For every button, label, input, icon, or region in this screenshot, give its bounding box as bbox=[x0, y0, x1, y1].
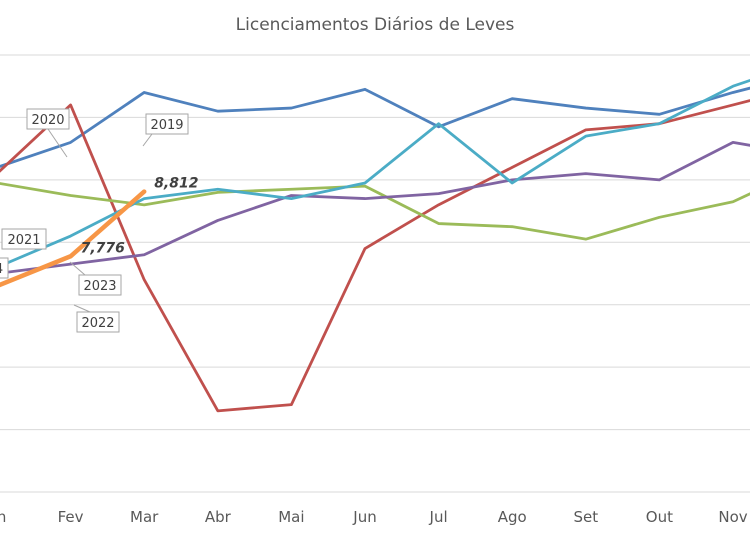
data-point-2023-Jun bbox=[364, 182, 366, 184]
x-tick-label: Mar bbox=[130, 508, 159, 526]
data-point-2021-Set bbox=[585, 238, 587, 240]
data-point-2023-Out bbox=[658, 123, 661, 125]
x-tick-label: Jul bbox=[429, 508, 448, 526]
data-point-2021-Mai bbox=[290, 188, 292, 190]
callout-label-2022: 2022 bbox=[81, 316, 114, 331]
series-line-2019 bbox=[0, 86, 750, 168]
callout-label-4: 4 bbox=[0, 262, 3, 277]
data-point-2022-Jun bbox=[364, 197, 366, 200]
data-label-2024-Fev: 7,776 bbox=[81, 240, 126, 256]
data-point-2023-Ago bbox=[511, 182, 513, 184]
data-point-2021-Abr bbox=[217, 191, 219, 193]
gridlines bbox=[0, 54, 750, 493]
data-point-2019-Fev bbox=[70, 141, 72, 143]
data-point-2020-Fev bbox=[70, 104, 72, 106]
callout-label-2020: 2020 bbox=[31, 113, 64, 128]
data-point-2023-Nov bbox=[732, 85, 734, 87]
series-lines bbox=[0, 78, 750, 413]
data-point-2022-Mar bbox=[143, 254, 145, 256]
callout-box-2019 bbox=[145, 113, 189, 135]
data-point-2021-Fev bbox=[70, 194, 72, 197]
x-tick-label: Ago bbox=[498, 508, 527, 526]
data-point-2021-Out bbox=[658, 216, 661, 218]
x-tick-label: Mai bbox=[278, 508, 304, 526]
data-point-2020-Abr bbox=[217, 410, 219, 412]
callout-label-2019: 2019 bbox=[150, 118, 183, 133]
x-tick-label: Abr bbox=[205, 508, 232, 526]
data-point-2019-Nov bbox=[732, 91, 734, 94]
data-point-2020-Mai bbox=[290, 404, 292, 406]
x-axis-ticks: an Fev Mar Abr Mai Jun Jul Ago Set Out Nov bbox=[0, 508, 748, 526]
callout-leader bbox=[69, 261, 86, 276]
series-callouts: 2020 2019 2021 2023 2022 4 bbox=[0, 108, 189, 333]
x-tick-label: Jun bbox=[352, 508, 376, 526]
data-point-2024-Fev bbox=[70, 255, 72, 257]
data-point-2020-Mar bbox=[143, 279, 145, 281]
data-point-2019-Abr bbox=[217, 110, 219, 112]
chart-title: Licenciamentos Diários de Leves bbox=[236, 15, 515, 35]
data-point-2023-Mai bbox=[290, 197, 292, 200]
data-point-2024-Mar bbox=[143, 190, 145, 193]
data-point-2019-Jul bbox=[438, 126, 440, 128]
data-point-2022-Ago bbox=[511, 179, 513, 181]
data-point-2023-Abr bbox=[217, 188, 219, 190]
data-labels: 7,776 8,812 bbox=[81, 176, 199, 257]
data-point-2019-Set bbox=[585, 107, 587, 109]
x-tick-label: Set bbox=[573, 508, 598, 526]
x-tick-label: Fev bbox=[58, 508, 84, 526]
data-point-2021-Ago bbox=[511, 226, 513, 228]
data-point-2020-Jun bbox=[364, 247, 366, 250]
data-point-2022-Abr bbox=[217, 219, 219, 222]
data-point-2019-Ago bbox=[511, 98, 513, 100]
data-point-2021-Mar bbox=[143, 204, 145, 206]
data-point-2019-Mar bbox=[143, 91, 145, 94]
callout-leader bbox=[47, 128, 68, 158]
data-point-2022-Nov bbox=[732, 141, 734, 143]
data-point-2023-Set bbox=[585, 135, 587, 137]
data-point-2021-Jun bbox=[364, 185, 366, 187]
data-point-2021-Nov bbox=[732, 201, 734, 203]
data-point-2019-Out bbox=[658, 113, 661, 115]
data-point-2022-Out bbox=[658, 179, 661, 181]
callout-box-2022 bbox=[76, 311, 120, 333]
x-tick-label: Nov bbox=[718, 508, 747, 526]
data-point-2020-Jul bbox=[438, 204, 440, 206]
data-point-2019-Mai bbox=[290, 107, 292, 109]
series-line-2023 bbox=[0, 78, 750, 268]
data-point-2019-Jun bbox=[364, 88, 366, 90]
data-point-2020-Ago bbox=[511, 166, 513, 168]
callout-box-2021 bbox=[1, 228, 47, 250]
callout-label-2021: 2021 bbox=[7, 233, 40, 248]
series-line-2022 bbox=[0, 140, 750, 275]
x-tick-label: an bbox=[0, 508, 6, 526]
callout-label-2023: 2023 bbox=[83, 279, 116, 294]
callout-box-4 bbox=[0, 257, 9, 279]
data-point-2021-Jul bbox=[438, 222, 440, 225]
data-point-2022-Fev bbox=[70, 263, 72, 265]
data-point-2020-Nov bbox=[732, 104, 734, 106]
data-point-2023-Fev bbox=[70, 235, 72, 237]
callout-box-2023 bbox=[78, 274, 122, 296]
callout-leader bbox=[142, 133, 153, 147]
data-point-2023-Jul bbox=[438, 123, 440, 125]
data-point-2023-Mar bbox=[143, 197, 145, 200]
data-label-2024-Mar: 8,812 bbox=[154, 176, 198, 192]
data-point-2022-Jul bbox=[438, 192, 440, 195]
x-tick-label: Out bbox=[646, 508, 673, 526]
callout-box-2020 bbox=[26, 108, 70, 130]
series-line-2020 bbox=[0, 99, 750, 413]
data-point-2022-Set bbox=[585, 173, 587, 175]
data-point-2022-Mai bbox=[290, 194, 292, 197]
callout-leader bbox=[73, 304, 91, 313]
data-point-2020-Set bbox=[585, 129, 587, 131]
